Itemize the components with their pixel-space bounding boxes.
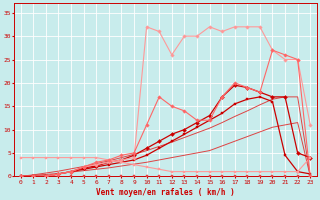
X-axis label: Vent moyen/en rafales ( km/h ): Vent moyen/en rafales ( km/h ) xyxy=(96,188,235,197)
